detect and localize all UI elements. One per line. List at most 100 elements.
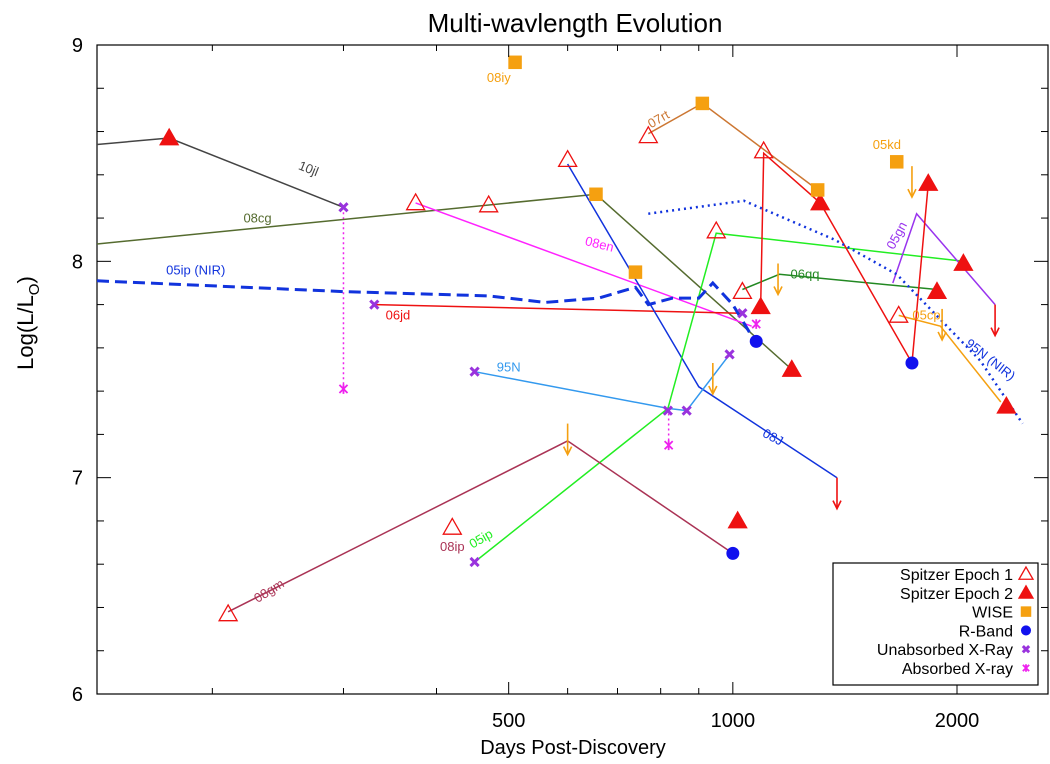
legend-label: Absorbed X-ray <box>902 661 1013 678</box>
legend-label: Spitzer Epoch 2 <box>900 586 1013 603</box>
series-label: 05ip <box>466 526 495 551</box>
legend-marker <box>1020 606 1032 617</box>
series-label: 08ip <box>440 539 465 554</box>
spitzer-epoch-1-point <box>218 603 239 622</box>
series-line-07rt <box>647 102 819 191</box>
series-layer <box>96 102 1024 613</box>
series-line-05gn <box>892 212 996 306</box>
upper-limit-arrow-head <box>907 188 917 199</box>
series-label: 05gn <box>883 219 910 252</box>
spitzer-epoch-2-point <box>781 359 802 377</box>
series-label: 95N <box>497 360 521 375</box>
spitzer-epoch-1-point <box>638 125 659 144</box>
spitzer-epoch-1-point <box>888 305 909 323</box>
spitzer-epoch-1-point <box>405 192 426 211</box>
series-line-06jd <box>374 303 741 315</box>
series-label: 05ip (NIR) <box>166 262 225 277</box>
wise-point <box>628 265 643 279</box>
series-label: 08gm <box>251 576 287 606</box>
legend-label: R-Band <box>959 623 1013 640</box>
series-line-08gm <box>227 440 734 613</box>
upper-limit-arrow-head <box>562 446 573 457</box>
series-line-95n <box>474 353 731 412</box>
unabsorbed-xray-point <box>338 202 349 213</box>
legend-marker <box>1022 664 1030 672</box>
series-line-05ip <box>474 232 964 563</box>
spitzer-epoch-1-point <box>706 220 727 239</box>
series-line-06qq <box>742 273 938 291</box>
spitzer-epoch-1-point <box>478 194 499 213</box>
legend-label: Spitzer Epoch 1 <box>900 567 1013 584</box>
spitzer-epoch-2-point <box>810 192 831 211</box>
series-label: 08J <box>760 425 786 448</box>
y-tick-label: 6 <box>72 684 83 706</box>
series-line-05cp <box>898 314 1002 403</box>
series-line-05ip-nir <box>96 279 758 345</box>
legend-box <box>832 562 1039 686</box>
y-tick-label: 8 <box>72 251 83 273</box>
spitzer-epoch-2-point <box>996 395 1017 414</box>
spitzer-epoch-1-point <box>732 281 753 300</box>
chart-title: Multi-wavlength Evolution <box>428 8 723 38</box>
x-tick-label: 2000 <box>935 710 980 732</box>
wise-point <box>508 55 522 70</box>
absorbed-xray-point <box>663 440 674 451</box>
spitzer-epoch-2-point <box>159 127 180 146</box>
r-band-point <box>749 334 763 348</box>
plot-area-border <box>96 44 1049 695</box>
unabsorbed-xray-point <box>469 556 480 568</box>
unabsorbed-xray-point <box>724 349 735 360</box>
r-band-point <box>905 356 919 370</box>
upper-limit-arrow-head <box>773 286 783 297</box>
series-label: 06jd <box>386 308 411 323</box>
y-axis-label-main: Log(L/L <box>13 295 38 370</box>
legend-marker <box>1017 565 1035 580</box>
points-layer <box>159 55 1017 622</box>
legend-label: WISE <box>972 605 1013 622</box>
unabsorbed-xray-point <box>681 405 692 416</box>
y-axis-label-sub: O <box>26 284 43 296</box>
x-axis-label: Days Post-Discovery <box>480 737 666 759</box>
series-line-05kd <box>759 151 930 366</box>
series-line-08en <box>415 202 752 327</box>
legend-marker <box>1017 584 1035 599</box>
spitzer-epoch-2-point <box>727 510 748 529</box>
spitzer-epoch-1-point <box>753 140 774 159</box>
series-label: 06qq <box>791 267 820 282</box>
wise-point <box>889 155 904 169</box>
y-axis-label: Log(L/LO) <box>13 276 43 370</box>
legend-label: Unabsorbed X-Ray <box>877 642 1013 659</box>
x-tick-label: 1000 <box>711 710 756 732</box>
upper-limit-arrow-head <box>832 500 842 511</box>
unabsorbed-xray-point <box>369 299 380 310</box>
spitzer-epoch-2-point <box>918 173 939 191</box>
wise-point <box>810 183 825 197</box>
series-label: 05cp <box>912 308 940 323</box>
series-line-08cg <box>96 193 793 371</box>
unabsorbed-xray-point <box>662 405 673 416</box>
y-axis-label-close: ) <box>13 276 38 283</box>
upper-limit-arrow-head <box>990 327 1000 338</box>
spitzer-epoch-1-point <box>557 149 578 168</box>
wise-point <box>589 187 603 202</box>
series-labels-layer: 10jl 08cg 08en 05ip (NIR) 06jd 95N 08J 08ip 05ip… <box>166 70 1018 606</box>
series-label: 95N (NIR) <box>963 336 1018 384</box>
y-tick-label: 9 <box>72 35 83 57</box>
series-label: 08cg <box>243 210 271 225</box>
wise-point <box>695 96 710 111</box>
spitzer-epoch-2-point <box>750 296 771 315</box>
axis-layer: 500 1000 2000 6 7 8 9 <box>72 35 1048 732</box>
unabsorbed-xray-point <box>737 308 748 319</box>
spitzer-epoch-2-point <box>953 253 974 271</box>
upper-limit-arrow-head <box>708 385 718 396</box>
legend-marker <box>1021 644 1031 654</box>
series-label: 08en <box>584 233 616 255</box>
spitzer-epoch-1-point <box>442 517 463 535</box>
x-tick-label: 500 <box>492 710 525 732</box>
y-tick-label: 7 <box>72 468 83 490</box>
series-label: 08iy <box>487 70 511 85</box>
absorbed-xray-point <box>751 319 761 329</box>
plot-frame <box>96 44 1049 695</box>
